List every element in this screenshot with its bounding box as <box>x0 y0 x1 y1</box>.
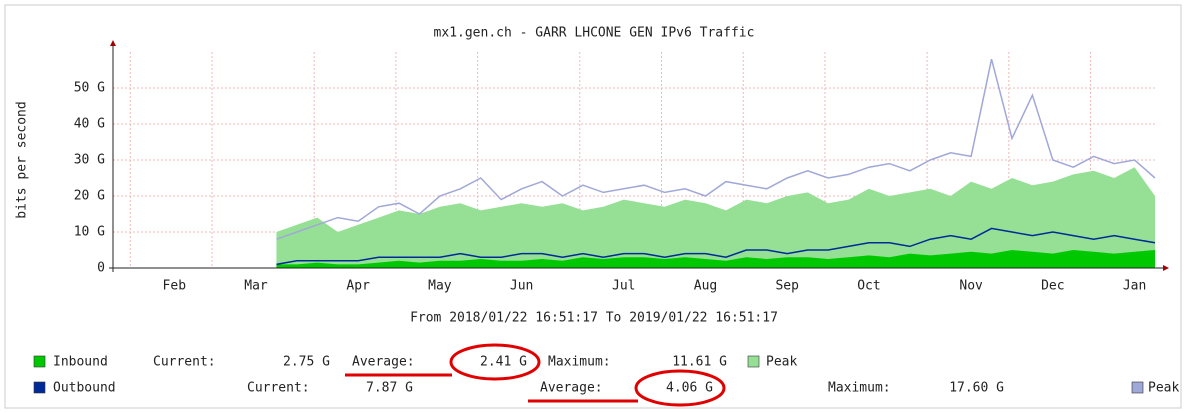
y-tick-label: 10 G <box>74 225 105 240</box>
x-tick-label: Jun <box>510 279 533 294</box>
stat-label: Maximum: <box>828 381 891 396</box>
legend-swatch <box>33 355 46 368</box>
x-tick-label: Dec <box>1041 279 1064 294</box>
x-tick-label: Nov <box>959 279 983 294</box>
line <box>276 59 1156 240</box>
x-tick-label: Sep <box>775 279 799 294</box>
y-tick-label: 0 <box>97 261 105 276</box>
x-tick-label: Oct <box>857 279 880 294</box>
axis-arrow <box>110 40 116 46</box>
y-tick-label: 30 G <box>74 153 105 168</box>
stat-value: 2.41 G <box>480 355 527 370</box>
circle <box>634 369 726 407</box>
stat-label: Current: <box>153 355 216 370</box>
plot: 0 10 G 20 G 30 G 40 G 50 G Feb Mar Apr May Jun Jul A… <box>74 40 1169 294</box>
area <box>276 167 1155 268</box>
area <box>276 250 1155 268</box>
chart-title: mx1.gen.ch - GARR LHCONE GEN IPv6 Traffi… <box>434 26 755 41</box>
stat-value: 4.06 G <box>666 381 713 396</box>
stat-value: 7.87 G <box>366 381 413 396</box>
stat-value: 17.60 G <box>949 381 1004 396</box>
legend: Inbound Current: 2.75 G Average: 2.41 G Maxim… <box>33 355 1179 396</box>
axis-arrow <box>1163 265 1169 271</box>
x-tick-label: Feb <box>163 279 187 294</box>
stat-label: Current: <box>247 381 310 396</box>
legend-swatch <box>33 381 46 394</box>
line <box>276 227 1156 266</box>
stat-label: Average: <box>540 381 603 396</box>
legend-swatch <box>747 355 760 368</box>
x-tick-label: Jan <box>1123 279 1146 294</box>
stat-value: 2.75 G <box>283 355 330 370</box>
y-axis-label: bits per second <box>15 101 30 218</box>
y-tick-label: 20 G <box>74 189 105 204</box>
y-tick-label: 50 G <box>74 81 105 96</box>
stat-label: Maximum: <box>548 355 611 370</box>
legend-label: Peak <box>1148 381 1179 396</box>
stat-label: Average: <box>352 355 415 370</box>
x-tick-label: Apr <box>346 279 370 294</box>
x-tick-label: May <box>428 279 452 294</box>
x-tick-label: Jul <box>612 279 635 294</box>
x-tick-label: Aug <box>694 279 717 294</box>
annotations <box>345 343 726 407</box>
circle <box>449 343 541 381</box>
legend-label: Inbound <box>53 355 108 370</box>
stat-value: 11.61 G <box>672 355 727 370</box>
legend-label: Peak <box>766 355 797 370</box>
legend-label: Outbound <box>53 381 116 396</box>
y-tick-label: 40 G <box>74 117 105 132</box>
legend-swatch <box>1131 381 1144 394</box>
subtitle: From 2018/01/22 16:51:17 To 2019/01/22 1… <box>410 311 778 326</box>
x-tick-label: Mar <box>244 279 268 294</box>
